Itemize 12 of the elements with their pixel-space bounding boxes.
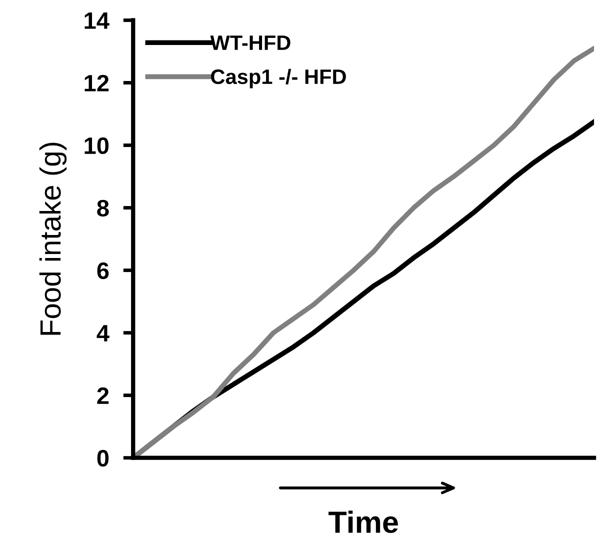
y-tick-label: 6	[97, 262, 109, 280]
y-tick-label: 0	[97, 450, 109, 467]
legend-label: Casp1 -/- HFD	[211, 68, 346, 88]
y-tick-label: 10	[84, 137, 109, 154]
y-tick-label: 8	[97, 200, 109, 217]
y-tick-label: 12	[84, 74, 109, 92]
y-tick-label: 4	[96, 325, 110, 342]
y-tick-label: 2	[97, 387, 109, 404]
legend-label: WT-HFD	[210, 36, 290, 50]
y-axis-title: Food intake (g)	[39, 142, 67, 335]
x-axis-title: Time	[328, 510, 398, 534]
y-tick-label: 14	[84, 12, 110, 29]
